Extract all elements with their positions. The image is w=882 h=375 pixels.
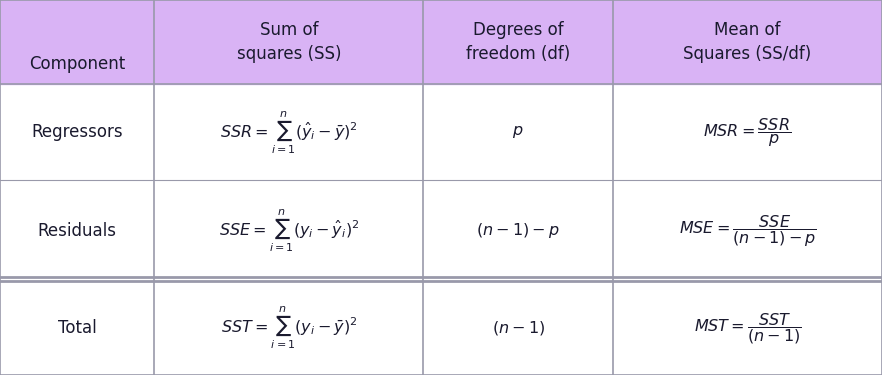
Text: $MSE = \dfrac{SSE}{(n-1)-p}$: $MSE = \dfrac{SSE}{(n-1)-p}$ <box>678 213 817 249</box>
Text: $(n-1) - p$: $(n-1) - p$ <box>476 221 560 240</box>
Text: $SSR = \sum_{i=1}^{n}(\hat{y}_i - \bar{y})^2$: $SSR = \sum_{i=1}^{n}(\hat{y}_i - \bar{y… <box>220 109 358 156</box>
Text: Component: Component <box>29 55 125 73</box>
Text: Degrees of
freedom (df): Degrees of freedom (df) <box>466 21 571 63</box>
Text: $SSE = \sum_{i=1}^{n}(y_i - \hat{y}_i)^2$: $SSE = \sum_{i=1}^{n}(y_i - \hat{y}_i)^2… <box>219 207 359 254</box>
Text: Total: Total <box>58 319 96 337</box>
Text: $(n-1)$: $(n-1)$ <box>491 319 545 337</box>
Text: Mean of
Squares (SS/df): Mean of Squares (SS/df) <box>684 21 811 63</box>
Text: $MST = \dfrac{SST}{(n-1)}$: $MST = \dfrac{SST}{(n-1)}$ <box>693 310 802 346</box>
Text: $p$: $p$ <box>512 124 524 140</box>
Text: Residuals: Residuals <box>38 222 116 240</box>
Text: Sum of
squares (SS): Sum of squares (SS) <box>236 21 341 63</box>
Bar <box>0 0 882 84</box>
Text: $MSR = \dfrac{SSR}{p}$: $MSR = \dfrac{SSR}{p}$ <box>704 116 791 148</box>
Text: Regressors: Regressors <box>32 123 123 141</box>
Text: $SST = \sum_{i=1}^{n}(y_i - \bar{y})^2$: $SST = \sum_{i=1}^{n}(y_i - \bar{y})^2$ <box>220 305 357 351</box>
